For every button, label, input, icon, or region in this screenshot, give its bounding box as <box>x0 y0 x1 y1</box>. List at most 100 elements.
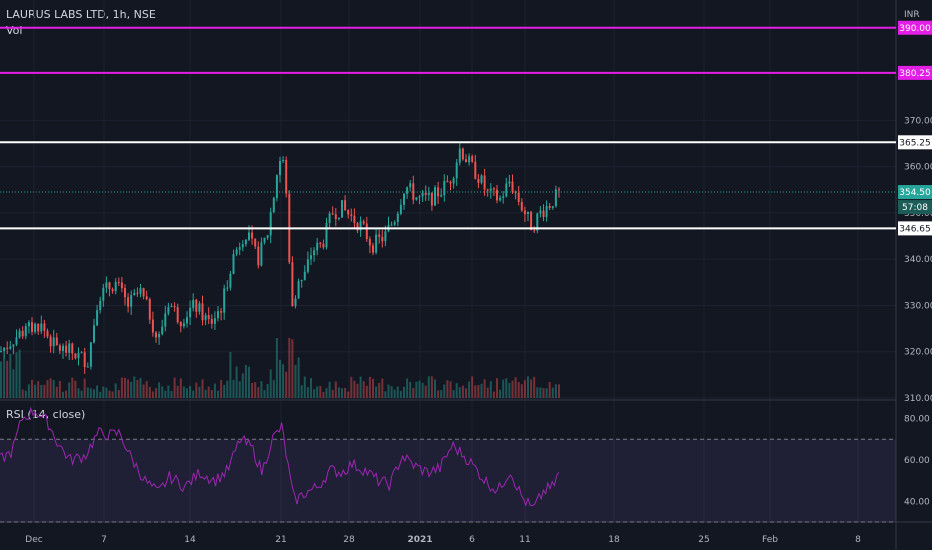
candle-body-72 <box>223 288 226 313</box>
volume-bar-16 <box>49 378 52 398</box>
volume-bar-35 <box>108 390 111 398</box>
time-axis[interactable]: Dec 7 14 21 28 2021 6 11 18 25 Feb 8 <box>25 535 861 545</box>
volume-bar-128 <box>396 386 399 398</box>
candle-body-179 <box>554 189 557 207</box>
volume-bar-133 <box>412 388 415 398</box>
volume-bar-22 <box>68 382 71 398</box>
candle-body-133 <box>412 183 415 200</box>
candle-body-26 <box>80 352 83 354</box>
volume-bar-29 <box>89 388 92 398</box>
candle-body-86 <box>266 235 269 238</box>
volume-bar-97 <box>300 385 303 398</box>
rsi-tick-2: 80.00 <box>904 415 930 425</box>
candle-body-112 <box>347 210 350 215</box>
candle-body-29 <box>89 342 92 367</box>
volume-bar-1 <box>3 357 6 398</box>
candle-body-115 <box>356 222 359 231</box>
volume-bar-61 <box>189 385 192 398</box>
candle-body-119 <box>368 238 371 246</box>
candle-body-114 <box>353 215 356 223</box>
volume-bar-31 <box>96 385 99 398</box>
volume-bar-10 <box>31 379 33 398</box>
volume-bar-126 <box>390 386 393 398</box>
volume-bar-107 <box>331 389 334 398</box>
volume-bar-180 <box>558 384 560 398</box>
volume-bar-62 <box>192 390 195 398</box>
rsi-line <box>0 406 560 507</box>
candle-body-66 <box>204 315 207 321</box>
candle-body-45 <box>139 288 142 294</box>
volume-bar-160 <box>496 378 498 398</box>
volume-bar-81 <box>251 382 254 398</box>
volume-bar-19 <box>58 381 61 398</box>
volume-bar-30 <box>93 389 95 398</box>
candle-body-16 <box>49 336 52 347</box>
candle-body-17 <box>52 337 55 347</box>
candle-body-62 <box>192 299 195 308</box>
volume-bar-40 <box>124 377 126 398</box>
candle-body-63 <box>195 299 198 312</box>
volume-bar-137 <box>424 385 427 398</box>
volume-bar-151 <box>468 381 471 398</box>
volume-bar-111 <box>344 387 347 398</box>
volume-bar-17 <box>52 380 55 398</box>
volume-bar-163 <box>505 378 508 398</box>
volume-bar-162 <box>502 379 505 398</box>
price-tags: 390.00 380.25 365.25 346.65 354.50 57:08 <box>898 20 932 236</box>
volume-bar-124 <box>384 391 387 398</box>
candle-body-124 <box>384 231 387 242</box>
candle-body-65 <box>201 303 204 321</box>
volume-bar-112 <box>347 391 350 398</box>
volume-bar-26 <box>80 390 83 398</box>
price-axis[interactable]: 310.00320.00330.00340.00350.00360.00370.… <box>904 10 932 507</box>
candle-body-82 <box>254 238 257 247</box>
candle-body-106 <box>328 213 331 223</box>
volume-bar-172 <box>533 376 536 398</box>
volume-bar-140 <box>434 379 436 398</box>
volume-bar-156 <box>483 379 486 398</box>
candle-body-64 <box>198 303 201 312</box>
volume-bar-103 <box>319 385 322 398</box>
volume-bar-87 <box>269 369 272 398</box>
candle-body-127 <box>393 222 396 225</box>
volume-bar-170 <box>527 376 529 398</box>
candle-body-167 <box>517 192 520 202</box>
candle-body-151 <box>468 156 471 163</box>
candle-body-4 <box>12 344 15 347</box>
volume-bar-86 <box>266 384 269 398</box>
candle-body-155 <box>480 175 483 183</box>
candle-body-128 <box>396 213 399 223</box>
volume-bar-165 <box>511 380 514 398</box>
candle-body-177 <box>548 206 551 209</box>
candle-body-126 <box>390 224 393 226</box>
volume-bar-146 <box>452 390 455 398</box>
candle-body-178 <box>551 206 554 209</box>
horizontal-levels[interactable] <box>0 26 896 230</box>
volume-bar-55 <box>170 391 173 398</box>
volume-bar-78 <box>241 373 244 398</box>
price-tick-0: 310.00 <box>904 394 932 404</box>
volume-bar-144 <box>446 380 449 398</box>
candle-body-131 <box>406 187 409 194</box>
volume-bar-176 <box>545 388 548 398</box>
candle-body-144 <box>446 180 449 182</box>
volume-bar-171 <box>530 379 533 398</box>
time-tick-9: 25 <box>698 535 709 545</box>
candle-body-105 <box>325 222 328 248</box>
candle-body-35 <box>108 282 111 290</box>
volume-bar-92 <box>285 371 288 398</box>
last-price-tag: 354.50 <box>899 188 931 198</box>
volume-bar-33 <box>102 386 105 398</box>
volume-bar-14 <box>43 384 46 398</box>
candle-body-91 <box>282 160 285 162</box>
volume-bar-131 <box>406 378 409 398</box>
rsi-tick-0: 40.00 <box>904 497 930 507</box>
volume-bar-135 <box>418 380 421 398</box>
volume-bar-24 <box>74 380 77 398</box>
volume-bar-38 <box>117 390 120 398</box>
volume-bar-5 <box>15 352 18 398</box>
volume-bar-72 <box>223 384 226 398</box>
candle-body-59 <box>182 323 185 327</box>
volume-bar-37 <box>114 383 117 398</box>
